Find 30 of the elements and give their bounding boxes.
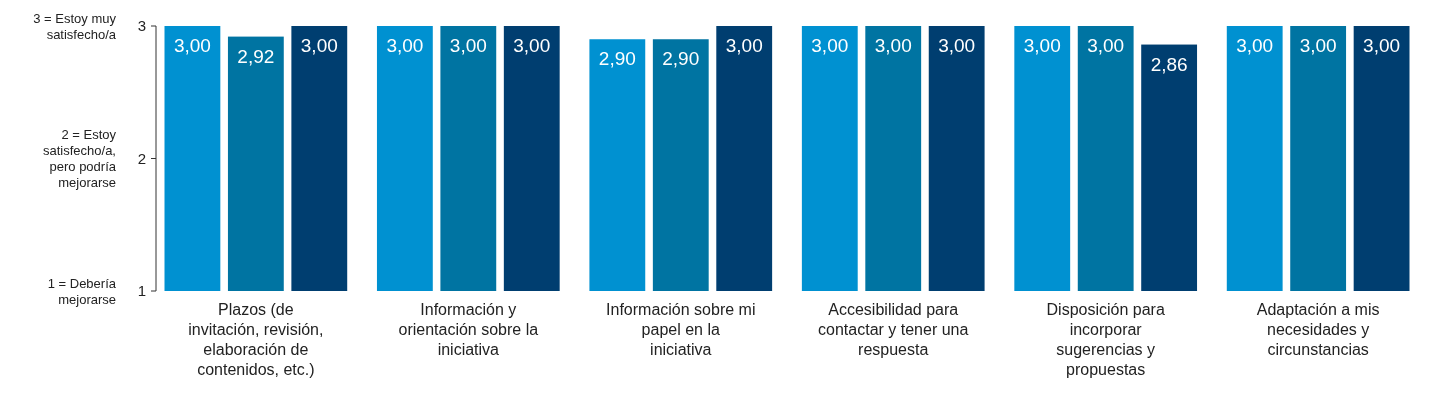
data-label: 3,00 — [1299, 35, 1337, 56]
y-tick-label: 3 — [137, 17, 147, 35]
x-tick-label: Plazos (de invitación, revisión, elaboración de contenidos, etc.) — [188, 301, 324, 378]
x-tick-label: Información sobre mi papel en la iniciativa — [606, 301, 756, 358]
data-label: 3,00 — [386, 35, 424, 56]
data-label: 3,00 — [1363, 35, 1401, 56]
data-label: 3,00 — [725, 35, 763, 56]
data-label: 3,00 — [1023, 35, 1061, 56]
y-tick-label: 1 — [137, 282, 147, 300]
data-label: 2,90 — [598, 48, 636, 70]
x-tick-label: Accesibilidad para contactar y tener una respuesta — [818, 301, 969, 358]
text: 1 = Debería mejorarse — [47, 275, 117, 307]
x-tick-label: Información y orientación sobre la iniciativa — [398, 301, 539, 358]
data-label: 3,00 — [513, 35, 551, 56]
y-tick-label: 2 — [137, 149, 147, 167]
text: 2 = Estoy satisfecho/a, pero podría mejorarse — [43, 127, 117, 191]
x-tick-label: Disposición para incorporar sugerencias y propuestas — [1046, 301, 1165, 378]
data-label: 3,00 — [173, 35, 211, 56]
data-label: 2,86 — [1150, 53, 1188, 75]
data-label: 3,00 — [300, 35, 338, 56]
text: 3 = Estoy muy satisfecho/a — [33, 10, 117, 42]
data-label: 2,90 — [662, 48, 700, 70]
data-label: 2,92 — [237, 45, 275, 67]
data-label: 3,00 — [811, 35, 849, 56]
data-label: 3,00 — [1087, 35, 1125, 56]
x-tick-label: Adaptación a mis necesidades y circunstancias — [1256, 301, 1380, 358]
data-label: 3,00 — [874, 35, 912, 56]
data-label: 3,00 — [938, 35, 976, 56]
data-label: 3,00 — [1236, 35, 1274, 56]
data-label: 3,00 — [449, 35, 487, 56]
